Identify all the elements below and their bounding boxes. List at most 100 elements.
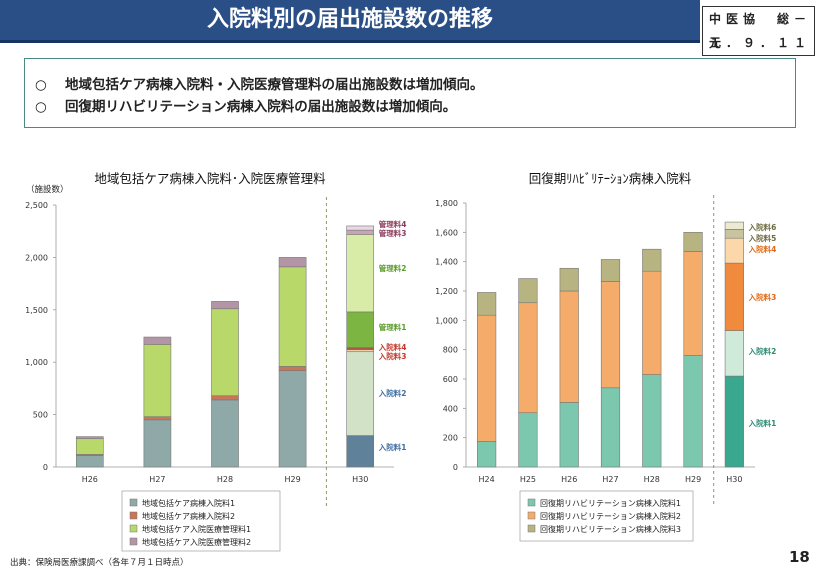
bar-segment xyxy=(346,229,375,235)
bar-segment xyxy=(143,336,172,345)
h30-series-label: 入院料4 xyxy=(748,244,777,254)
y-axis-label: （施設数） xyxy=(26,184,69,195)
bar-segment xyxy=(724,330,744,377)
bar-segment xyxy=(724,221,744,230)
bar-segment xyxy=(211,399,239,468)
h30-series-label: 入院料6 xyxy=(748,222,777,232)
h30-series-label: 管理料1 xyxy=(379,322,407,332)
bar-segment xyxy=(477,314,497,442)
bullet-icon: ○ xyxy=(35,99,47,115)
document-id-line-1: 中医協 総－１ xyxy=(709,12,812,50)
bar-segment xyxy=(211,301,239,310)
h30-series-label: 管理料3 xyxy=(379,228,407,238)
bar-segment xyxy=(724,375,744,468)
y-tick-label: 2,500 xyxy=(25,201,48,210)
bar-segment xyxy=(642,374,662,468)
bar-segment xyxy=(600,259,621,282)
bar-segment xyxy=(683,355,703,468)
document-id-box: 中医協 総－１ 元．９．１１ xyxy=(702,6,815,56)
bar-segment xyxy=(683,232,703,252)
legend-swatch xyxy=(129,524,138,533)
h30-series-label: 入院料1 xyxy=(378,442,407,452)
legend-entry: 地域包括ケア入院医療管理料1 xyxy=(142,524,251,534)
h30-series-label: 入院料3 xyxy=(748,292,777,302)
legend-swatch xyxy=(129,511,138,520)
page-number: 18 xyxy=(789,548,810,566)
legend-swatch xyxy=(527,511,536,520)
h30-series-label: 入院料1 xyxy=(748,418,777,428)
bar-segment xyxy=(518,412,538,468)
h30-series-label: 管理料2 xyxy=(379,263,407,273)
rehabilitation-chart: 回復期ﾘﾊﾋﾞﾘﾃｰｼｮﾝ病棟入院料 0 200 400 600 800 1,000 1,20… xyxy=(435,171,777,542)
bar-segment xyxy=(600,281,621,389)
x-tick-label: H24 xyxy=(479,475,495,484)
bar-segment xyxy=(683,251,703,356)
y-tick-label: 2,000 xyxy=(25,253,48,262)
y-tick-label: 1,200 xyxy=(435,287,458,296)
bar-segment xyxy=(559,267,579,292)
bar-segment xyxy=(724,262,744,331)
x-tick-label: H29 xyxy=(284,475,300,484)
document-id-line-2: 元．９．１１ xyxy=(709,36,812,50)
bar-segment xyxy=(75,455,104,468)
chart-panel-rehabilitation: 回復期ﾘﾊﾋﾞﾘﾃｰｼｮﾝ病棟入院料 0 200 400 600 800 1,000 1,20… xyxy=(420,140,815,555)
bar-segment xyxy=(346,225,375,231)
chart-title: 地域包括ケア病棟入院料･入院医療管理料 xyxy=(94,171,326,186)
page-title: 入院料別の届出施設数の推移 xyxy=(206,7,493,32)
legend-entry: 回復期リハビリテーション病棟入院料3 xyxy=(540,524,681,534)
bar-segment xyxy=(346,351,375,436)
title-bar xyxy=(0,0,700,43)
bar-segment xyxy=(278,370,307,468)
bar-segment xyxy=(75,438,104,455)
summary-box: ○ 地域包括ケア病棟入院料・入院医療管理料の届出施設数は増加傾向。 ○ 回復期リハビ… xyxy=(24,58,796,128)
x-tick-label: H28 xyxy=(217,475,233,484)
bar-segment xyxy=(477,441,497,468)
y-tick-label: 1,800 xyxy=(435,199,458,208)
x-tick-label: H27 xyxy=(602,475,618,484)
h30-series-label: 入院料3 xyxy=(378,351,407,361)
bar-segment xyxy=(143,344,172,417)
legend-swatch xyxy=(129,498,138,507)
summary-item-1: ○ 地域包括ケア病棟入院料・入院医療管理料の届出施設数は増加傾向。 xyxy=(35,73,484,93)
legend-box xyxy=(519,490,694,542)
source-note: 出典：保険局医療課調べ（各年７月１日時点） xyxy=(10,558,189,568)
legend-box xyxy=(121,490,281,552)
legend-entry: 地域包括ケア入院医療管理料2 xyxy=(142,537,251,547)
bar-segment xyxy=(559,290,579,403)
bar-segment xyxy=(211,308,239,397)
bar-segment xyxy=(278,266,307,367)
legend-entry: 回復期リハビリテーション病棟入院料2 xyxy=(540,511,681,521)
legend-swatch xyxy=(527,524,536,533)
legend-entry: 回復期リハビリテーション病棟入院料1 xyxy=(540,498,681,508)
bullet-icon: ○ xyxy=(35,77,47,93)
y-tick-label: 1,400 xyxy=(435,258,458,267)
bar-segment xyxy=(724,229,744,239)
bar-segment xyxy=(346,347,375,350)
legend-swatch xyxy=(129,537,138,546)
bar-segment xyxy=(559,402,579,468)
bar-segment xyxy=(518,278,538,304)
x-tick-label: H28 xyxy=(644,475,660,484)
x-tick-label: H25 xyxy=(520,475,536,484)
h30-series-label: 管理料4 xyxy=(379,219,407,229)
bar-segment xyxy=(346,311,375,348)
bar-segment xyxy=(642,270,662,375)
h30-series-label: 入院料2 xyxy=(748,346,777,356)
x-tick-label: H26 xyxy=(561,475,577,484)
legend-entry: 地域包括ケア病棟入院料2 xyxy=(142,511,235,521)
legend-swatch xyxy=(527,498,536,507)
bar-segment xyxy=(600,387,621,468)
y-tick-label: 0 xyxy=(43,463,48,472)
bar-segment xyxy=(518,302,538,414)
bar-segment xyxy=(143,416,172,421)
y-tick-label: 400 xyxy=(443,404,458,413)
y-tick-label: 500 xyxy=(33,411,48,420)
legend-entry: 地域包括ケア病棟入院料1 xyxy=(142,498,235,508)
bar-segment xyxy=(211,395,239,401)
h30-series-label: 入院料4 xyxy=(378,342,407,352)
bar-segment xyxy=(75,436,104,440)
h30-series-label: 入院料5 xyxy=(748,233,777,243)
bar-segment xyxy=(346,349,375,353)
bar-segment xyxy=(642,248,662,272)
y-tick-label: 800 xyxy=(443,346,458,355)
